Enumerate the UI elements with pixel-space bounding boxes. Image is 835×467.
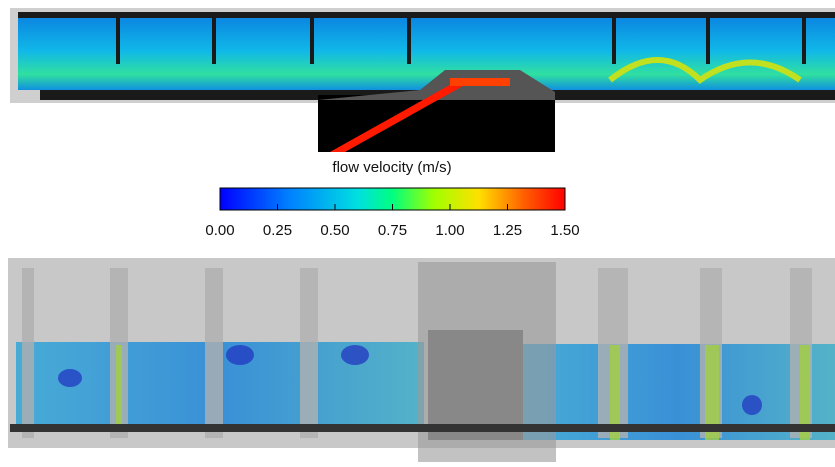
figure: flow velocity (m/s) 0.00 0.25 0.50 0.75 1.00… xyxy=(0,0,835,467)
top-view xyxy=(10,8,835,152)
tick-label: 0.75 xyxy=(378,222,407,239)
tick-label: 1.00 xyxy=(435,222,464,239)
bottom-view xyxy=(8,258,835,462)
tick-label: 0.25 xyxy=(263,222,292,239)
tick-label: 1.50 xyxy=(550,222,579,239)
colorbar: flow velocity (m/s) 0.00 0.25 0.50 0.75 1.00… xyxy=(205,159,579,239)
tick-label: 0.00 xyxy=(205,222,234,239)
colorbar-title: flow velocity (m/s) xyxy=(332,159,451,176)
tick-label: 0.50 xyxy=(320,222,349,239)
tick-label: 1.25 xyxy=(493,222,522,239)
